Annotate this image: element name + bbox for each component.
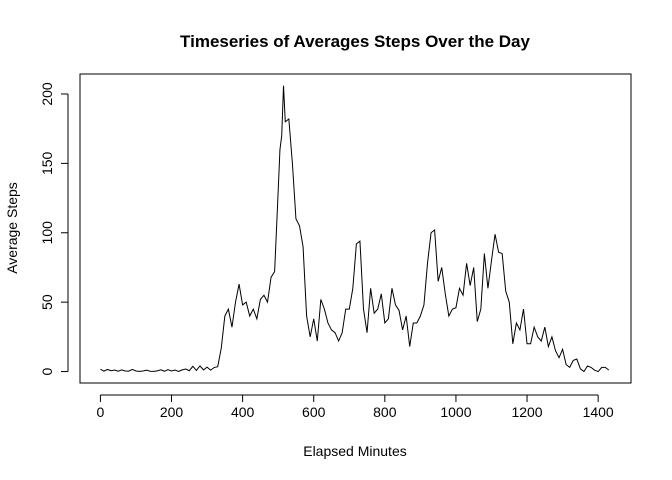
x-tick-label: 600 bbox=[302, 404, 326, 420]
x-tick-label: 1400 bbox=[583, 404, 614, 420]
x-tick-label: 400 bbox=[231, 404, 255, 420]
x-tick-label: 1200 bbox=[511, 404, 542, 420]
plot-box bbox=[79, 73, 632, 384]
x-tick-label: 0 bbox=[97, 404, 105, 420]
y-tick-label: 150 bbox=[39, 151, 55, 175]
y-tick-label: 100 bbox=[39, 221, 55, 245]
y-tick-label: 50 bbox=[39, 294, 55, 310]
x-tick-label: 1000 bbox=[440, 404, 471, 420]
y-tick-label: 200 bbox=[39, 82, 55, 106]
data-line bbox=[100, 85, 610, 373]
x-axis-label: Elapsed Minutes bbox=[303, 443, 407, 459]
x-tick-label: 800 bbox=[373, 404, 397, 420]
y-tick-label: 0 bbox=[39, 367, 55, 375]
x-tick-label: 200 bbox=[160, 404, 184, 420]
y-axis-label: Average Steps bbox=[4, 182, 20, 274]
chart-title: Timeseries of Averages Steps Over the Da… bbox=[180, 32, 530, 51]
